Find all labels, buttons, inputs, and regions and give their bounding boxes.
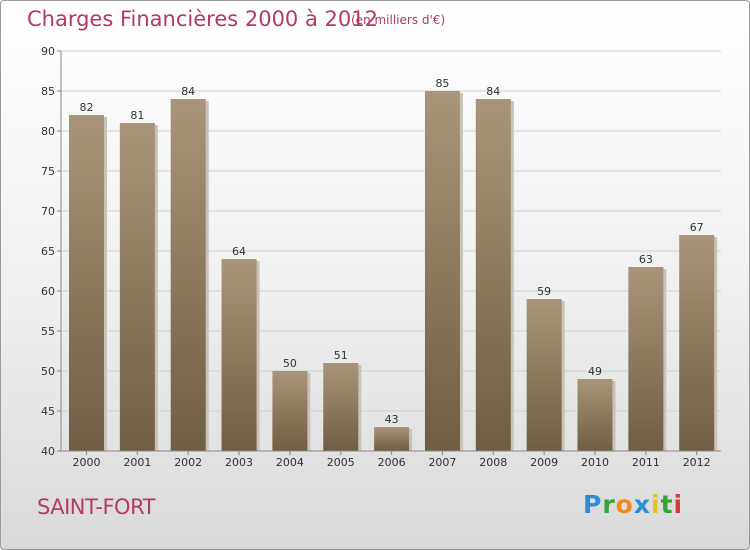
- bar-value-label: 67: [690, 221, 704, 234]
- bar-2001: [119, 123, 155, 451]
- x-tick-label: 2008: [479, 456, 507, 469]
- y-tick-label: 80: [41, 125, 55, 138]
- bar-2000: [69, 115, 104, 451]
- x-tick-label: 2005: [327, 456, 355, 469]
- y-tick-label: 85: [41, 85, 55, 98]
- proxiti-logo[interactable]: Proxiti: [583, 490, 683, 519]
- y-tick-label: 50: [41, 365, 55, 378]
- bar-value-label: 82: [80, 101, 94, 114]
- x-tick-label: 2010: [581, 456, 609, 469]
- y-tick-label: 65: [41, 245, 55, 258]
- y-tick-label: 90: [41, 45, 55, 58]
- bar-value-label: 51: [334, 349, 348, 362]
- logo-letter: P: [583, 490, 603, 519]
- x-tick-label: 2002: [174, 456, 202, 469]
- bar-value-label: 63: [639, 253, 653, 266]
- x-tick-label: 2003: [225, 456, 253, 469]
- axes: 40 45 50 55 60 65 70 75 80 85 90 2000 2001 2002 2003 20…: [41, 45, 721, 469]
- bar-2007: [424, 91, 460, 451]
- bar-value-label: 64: [232, 245, 246, 258]
- bar-2002: [170, 99, 206, 451]
- x-tick-label: 2007: [428, 456, 456, 469]
- x-tick-label: 2001: [123, 456, 151, 469]
- bar-chart: 82 81 84 64 50 51 43 85 84 59 49 63 67 40 45 50 55 60 65 7…: [41, 45, 721, 469]
- bar-2008: [475, 99, 511, 451]
- x-tick-label: 2011: [632, 456, 660, 469]
- x-tick-label: 2004: [276, 456, 304, 469]
- chart-title: Charges Financières 2000 à 2012: [27, 7, 378, 31]
- bar-2010: [577, 379, 613, 451]
- x-tick-label: 2000: [73, 456, 101, 469]
- bar-2005: [323, 363, 359, 451]
- commune-name: SAINT-FORT: [37, 495, 155, 519]
- bar-2004: [272, 371, 308, 451]
- y-tick-label: 45: [41, 405, 55, 418]
- bar-2003: [221, 259, 257, 451]
- logo-letter: i: [651, 490, 661, 519]
- chart-subtitle: (en milliers d'€): [351, 13, 446, 27]
- logo-letter: i: [673, 490, 684, 519]
- logo-letter: o: [615, 490, 634, 519]
- bar-value-label: 85: [435, 77, 449, 90]
- y-tick-label: 55: [41, 325, 55, 338]
- x-tick-label: 2009: [530, 456, 558, 469]
- bars: 82 81 84 64 50 51 43 85 84 59 49 63 67: [69, 77, 718, 451]
- bar-value-label: 50: [283, 357, 297, 370]
- y-tick-label: 40: [41, 445, 55, 458]
- logo-letter: r: [602, 490, 616, 519]
- bar-value-label: 81: [130, 109, 144, 122]
- logo-letter: t: [660, 490, 674, 519]
- bar-value-label: 59: [537, 285, 551, 298]
- bar-value-label: 49: [588, 365, 602, 378]
- bar-value-label: 43: [385, 413, 399, 426]
- y-tick-label: 60: [41, 285, 55, 298]
- y-tick-label: 70: [41, 205, 55, 218]
- bar-value-label: 84: [181, 85, 195, 98]
- bar-2006: [374, 427, 410, 451]
- bar-2009: [526, 299, 562, 451]
- x-tick-label: 2006: [378, 456, 406, 469]
- y-tick-label: 75: [41, 165, 55, 178]
- logo-letter: x: [633, 490, 651, 519]
- bar-2012: [679, 235, 715, 451]
- bar-value-label: 84: [486, 85, 500, 98]
- bar-2011: [628, 267, 664, 451]
- x-tick-label: 2012: [683, 456, 711, 469]
- grid-lines: [61, 50, 721, 412]
